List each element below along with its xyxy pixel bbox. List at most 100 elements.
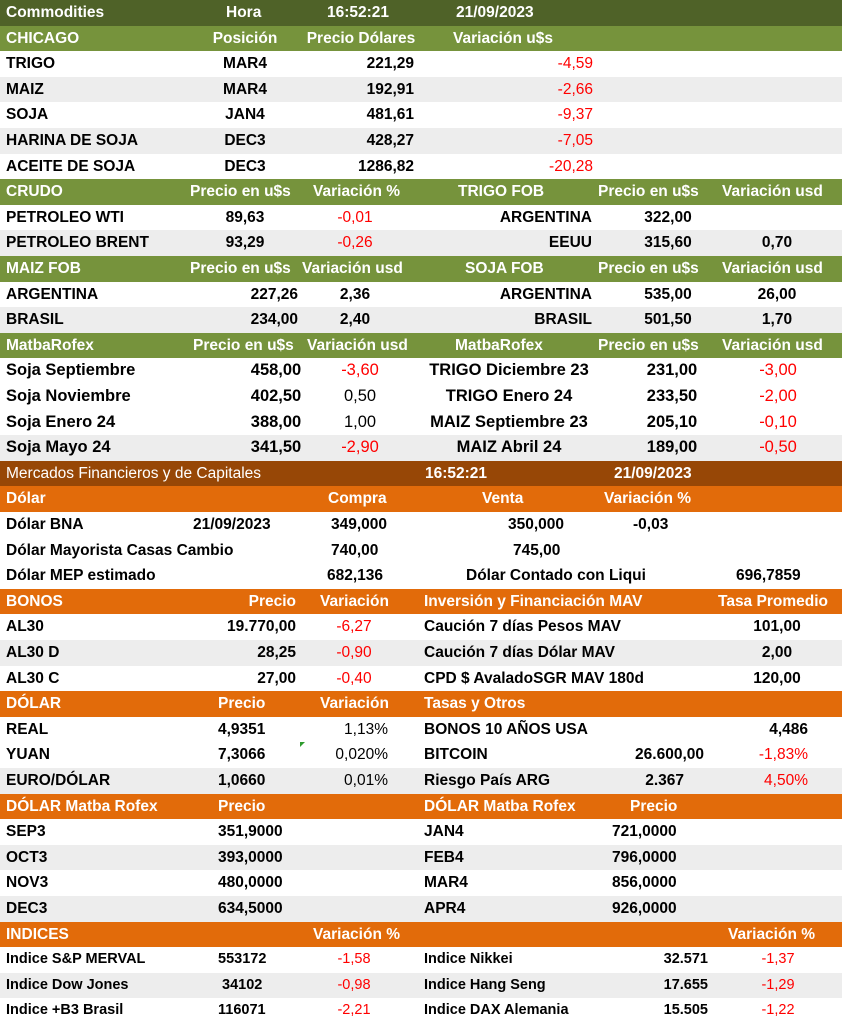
matba-right-precio-header: Precio en u$s	[598, 336, 699, 354]
index-variation: -0,98	[337, 976, 371, 993]
table-row: SEP3 351,9000 JAN4 721,0000	[0, 819, 842, 845]
table-row: Dólar MEP estimado 682,136 Dólar Contado…	[0, 563, 842, 589]
matba-left-price: 341,50	[250, 438, 302, 457]
table-row: Indice +B3 Brasil 116071 -2,21 Indice DA…	[0, 998, 842, 1024]
bonos-header: BONOS	[6, 592, 63, 610]
index-variation: -2,21	[337, 1002, 371, 1019]
table-row: MAIZ MAR4 192,91 -2,66	[0, 76, 842, 103]
moneda-price: 1,0660	[218, 772, 266, 789]
table-row: AL30 19.770,00 -6,27 Caución 7 días Peso…	[0, 614, 842, 640]
tasas-header: Tasas y Otros	[424, 695, 526, 713]
indices-left-variacion-header: Variación %	[313, 925, 401, 943]
commodities-date: 21/09/2023	[456, 4, 534, 21]
matba-right-variation: -2,00	[759, 387, 797, 405]
financieros-date: 21/09/2023	[614, 464, 692, 482]
index-variation: -1,58	[337, 951, 371, 968]
table-row: ACEITE DE SOJA DEC3 1286,82 -20,28	[0, 154, 842, 180]
maiz-fob-variacion-header: Variación usd	[302, 260, 403, 277]
matba-dolar-left-precio-header: Precio	[218, 797, 266, 815]
index-name: Indice S&P MERVAL	[6, 951, 146, 968]
table-row: NOV3 480,0000 MAR4 856,0000	[0, 870, 842, 896]
bono-price: 19.770,00	[227, 618, 296, 636]
table-row: PETROLEO BRENT 93,29 -0,26 EEUU 315,60 0…	[0, 230, 842, 256]
bono-name: AL30 D	[6, 644, 60, 661]
index-name: Indice DAX Alemania	[424, 1002, 569, 1019]
crudo-precio-header: Precio en u$s	[190, 183, 291, 201]
table-row: Soja Noviembre 402,50 0,50 TRIGO Enero 2…	[0, 384, 842, 410]
financieros-time: 16:52:21	[425, 464, 488, 482]
dolar-mayorista-venta: 745,00	[513, 541, 561, 559]
indices-right-variacion-header: Variación %	[728, 925, 816, 943]
maiz-fob-variation: 2,40	[339, 311, 371, 329]
tasa-variation: 4,50%	[764, 772, 808, 789]
bono-price: 27,00	[257, 669, 296, 687]
table-row: SOJA JAN4 481,61 -9,37	[0, 102, 842, 128]
soja-fob-variation: 26,00	[757, 285, 797, 303]
matba-dolar-left-price: 634,5000	[218, 900, 283, 917]
indices-header: INDICES	[6, 925, 69, 943]
tasa-name: Riesgo País ARG	[424, 772, 551, 789]
chicago-price: 428,27	[366, 132, 414, 149]
index-value: 32.571	[663, 951, 708, 968]
dolar-variacion-header: Variación %	[604, 490, 692, 508]
table-row: ARGENTINA 227,26 2,36 ARGENTINA 535,00 2…	[0, 282, 842, 308]
matba-right-price: 231,00	[646, 361, 698, 380]
matba-right-variation: -3,00	[759, 361, 797, 380]
index-value: 17.655	[663, 976, 708, 993]
tasa-name: BONOS 10 AÑOS USA	[424, 720, 588, 738]
bonos-variacion-header: Variación	[320, 592, 389, 610]
chicago-variacion-header: Variación u$s	[453, 29, 553, 47]
matba-left-precio-header: Precio en u$s	[193, 336, 294, 354]
matba-left-price: 388,00	[250, 412, 302, 431]
commodities-title-row: Commodities Hora 16:52:21 21/09/2023	[0, 0, 842, 26]
dolar-mayorista-compra: 740,00	[331, 541, 379, 559]
chicago-variation: -7,05	[557, 132, 593, 149]
maiz-fob-precio-header: Precio en u$s	[190, 260, 291, 277]
dolar-header-row: Dólar Compra Venta Variación %	[0, 486, 842, 512]
matba-dolar-left-price: 351,9000	[218, 823, 283, 841]
matba-left-variation: -2,90	[341, 438, 379, 457]
moneda-price: 7,3066	[218, 746, 266, 764]
chicago-product: ACEITE DE SOJA	[6, 157, 136, 175]
matba-dolar-header-row: DÓLAR Matba Rofex Precio DÓLAR Matba Rof…	[0, 793, 842, 820]
matba-dolar-left-header: DÓLAR Matba Rofex	[6, 797, 158, 815]
chicago-posicion-header: Posición	[212, 29, 278, 47]
table-row: OCT3 393,0000 FEB4 796,0000	[0, 844, 842, 871]
trigo-fob-country: EEUU	[548, 234, 592, 252]
matba-right-price: 205,10	[646, 412, 698, 431]
financieros-title: Mercados Financieros y de Capitales	[6, 464, 262, 482]
matba-dolar-right-header: DÓLAR Matba Rofex	[424, 797, 576, 815]
crudo-variation: -0,01	[337, 208, 373, 226]
commodities-time: 16:52:21	[327, 4, 390, 21]
moneda-name: REAL	[6, 720, 49, 738]
matba-left-contract: Soja Mayo 24	[6, 438, 111, 457]
matba-left-contract: Soja Septiembre	[6, 361, 136, 380]
chicago-product: HARINA DE SOJA	[6, 132, 139, 149]
bono-price: 28,25	[257, 644, 296, 661]
trigo-fob-variation	[727, 205, 827, 231]
moneda-variation: 0,020%	[335, 746, 388, 764]
matba-left-contract: Soja Enero 24	[6, 412, 116, 431]
soja-fob-header: SOJA FOB	[465, 260, 544, 277]
matba-dolar-right-price: 721,0000	[612, 823, 677, 841]
table-row: Indice S&P MERVAL 553172 -1,58 Indice Ni…	[0, 947, 842, 973]
chicago-variation: -20,28	[549, 157, 593, 175]
chicago-product: MAIZ	[6, 80, 44, 98]
chicago-price: 481,61	[366, 106, 414, 124]
matba-dolar-left-price: 480,0000	[218, 874, 283, 892]
table-row: Soja Mayo 24 341,50 -2,90 MAIZ Abril 24 …	[0, 435, 842, 461]
chicago-product: SOJA	[6, 106, 49, 124]
dolar-bna-label: Dólar BNA	[6, 516, 84, 533]
hora-label: Hora	[226, 4, 262, 21]
table-row: YUAN 7,3066 0,020% BITCOIN 26.600,00 -1,…	[0, 742, 842, 768]
chicago-position: DEC3	[224, 132, 266, 149]
crudo-trigo-header-row: CRUDO Precio en u$s Variación % TRIGO FO…	[0, 179, 842, 205]
table-row: Soja Septiembre 458,00 -3,60 TRIGO Dicie…	[0, 358, 842, 384]
maiz-fob-country: ARGENTINA	[6, 285, 99, 303]
matba-dolar-right-precio-header: Precio	[630, 797, 678, 815]
crudo-variation: -0,26	[337, 234, 373, 252]
table-row: EURO/DÓLAR 1,0660 0,01% Riesgo País ARG …	[0, 768, 842, 794]
moneda-name: YUAN	[6, 746, 50, 764]
cell-comment-marker	[300, 742, 305, 748]
